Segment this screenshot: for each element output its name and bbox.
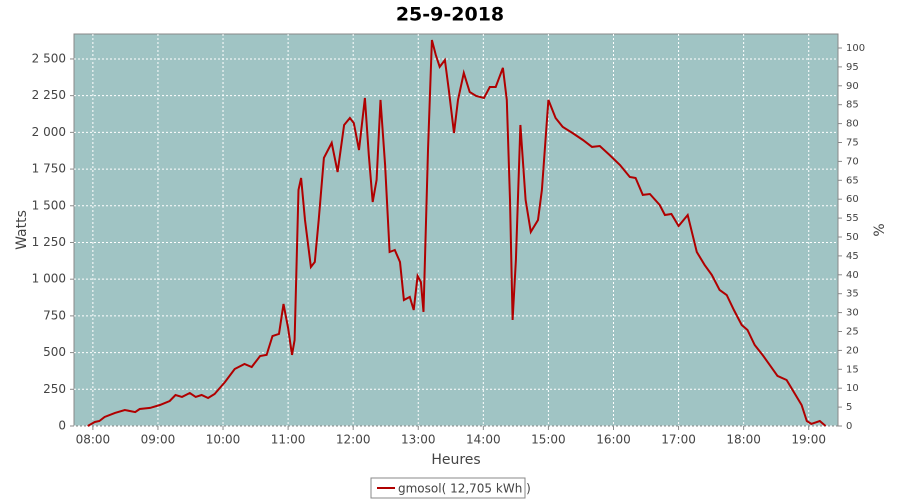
y2-tick-label: 30 <box>846 308 859 319</box>
legend <box>370 477 526 499</box>
x-tick-label: 15:00 <box>531 433 566 447</box>
y-tick-label: 2 000 <box>32 125 66 139</box>
y2-tick-label: 15 <box>846 364 859 375</box>
y2-tick-label: 100 <box>846 43 865 54</box>
y2-tick-label: 40 <box>846 270 859 281</box>
y2-tick-label: 95 <box>846 62 859 73</box>
y-tick-label: 1 750 <box>32 162 66 176</box>
x-tick-label: 10:00 <box>206 433 241 447</box>
y2-tick-label: 35 <box>846 289 859 300</box>
y-axis-label: Watts <box>14 210 30 250</box>
y2-tick-label: 55 <box>846 213 859 224</box>
x-tick-label: 09:00 <box>141 433 176 447</box>
y2-tick-label: 50 <box>846 232 859 243</box>
legend-label: gmosol( 12,705 kWh ) <box>398 482 531 496</box>
y-tick-label: 1 250 <box>32 235 66 249</box>
y-tick-label: 250 <box>43 382 66 396</box>
y2-tick-label: 85 <box>846 100 859 111</box>
y2-tick-label: 20 <box>846 345 859 356</box>
y2-tick-label: 5 <box>846 402 852 413</box>
y2-tick-label: 70 <box>846 156 859 167</box>
series-line <box>87 39 827 427</box>
y2-tick-label: 60 <box>846 194 859 205</box>
y-tick-label: 2 500 <box>32 51 66 65</box>
y2-tick-label: 25 <box>846 326 859 337</box>
x-tick-label: 08:00 <box>76 433 111 447</box>
x-tick-label: 12:00 <box>336 433 371 447</box>
x-tick-label: 19:00 <box>791 433 826 447</box>
y2-tick-label: 10 <box>846 383 859 394</box>
y-tick-label: 0 <box>58 419 66 433</box>
plot-area <box>73 33 839 427</box>
y-tick-label: 1 500 <box>32 198 66 212</box>
x-tick-label: 14:00 <box>466 433 501 447</box>
y-tick-label: 750 <box>43 308 66 322</box>
x-tick-label: 11:00 <box>271 433 306 447</box>
x-tick-label: 17:00 <box>661 433 696 447</box>
y-tick-label: 500 <box>43 345 66 359</box>
y-tick-label: 2 250 <box>32 88 66 102</box>
y2-tick-label: 0 <box>846 421 852 432</box>
y-tick-label: 1 000 <box>32 272 66 286</box>
x-tick-label: 18:00 <box>726 433 761 447</box>
y2-tick-label: 80 <box>846 119 859 130</box>
y2-tick-label: 45 <box>846 251 859 262</box>
y2-axis-label: % <box>872 223 888 236</box>
chart-title: 25-9-2018 <box>396 4 504 26</box>
y2-tick-label: 65 <box>846 175 859 186</box>
x-tick-label: 16:00 <box>596 433 631 447</box>
y2-tick-label: 90 <box>846 81 859 92</box>
y2-tick-label: 75 <box>846 137 859 148</box>
x-axis-label: Heures <box>431 452 480 468</box>
x-tick-label: 13:00 <box>401 433 436 447</box>
